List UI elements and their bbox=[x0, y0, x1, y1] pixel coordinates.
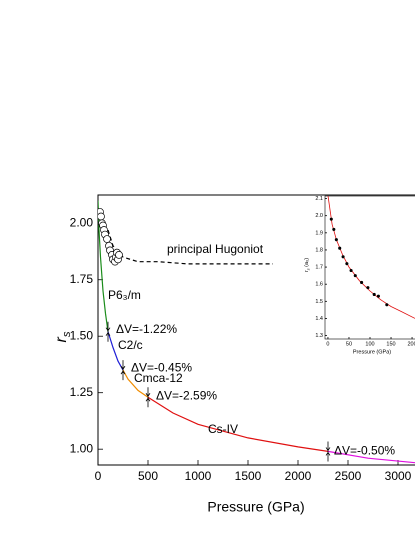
axes-frame bbox=[324, 195, 415, 340]
data-point bbox=[376, 294, 380, 298]
annotation: ΔV=-0.45% bbox=[131, 360, 192, 374]
transition-arrow bbox=[325, 441, 331, 462]
y-axis-label: rs (a₀) bbox=[304, 258, 310, 272]
y-label-unit: (a₀) bbox=[304, 258, 310, 269]
y-label-sub: s bbox=[61, 331, 73, 337]
data-point bbox=[349, 268, 353, 273]
y-tick-label: 1.75 bbox=[70, 272, 94, 286]
series-label: C2/c bbox=[118, 338, 143, 352]
x-axis-label: Pressure (GPa) bbox=[207, 499, 304, 515]
x-tick-label: 0 bbox=[326, 341, 329, 347]
y-label-sub: s bbox=[307, 268, 311, 270]
data-point bbox=[385, 303, 389, 307]
series-label: principal Hugoniot bbox=[167, 242, 264, 256]
y-tick-label: 1.7 bbox=[315, 265, 323, 271]
x-axis-label: Pressure (GPa) bbox=[353, 349, 391, 355]
series-label: Cs-IV bbox=[208, 422, 238, 436]
data-point bbox=[360, 280, 364, 285]
y-tick-label: 2.1 bbox=[315, 196, 323, 202]
data-point bbox=[334, 238, 338, 242]
x-tick-label: 2000 bbox=[285, 469, 312, 483]
y-tick-label: 1.25 bbox=[70, 385, 94, 399]
x-tick-label: 500 bbox=[138, 469, 158, 483]
series-line bbox=[147, 396, 329, 452]
y-tick-label: 1.9 bbox=[315, 230, 323, 236]
y-tick-label: 1.50 bbox=[70, 328, 94, 342]
x-tick-label: 50 bbox=[346, 341, 352, 347]
data-point bbox=[115, 251, 123, 259]
series-label: Cmca-12 bbox=[134, 371, 183, 385]
data-point bbox=[103, 235, 111, 243]
y-tick-label: 2.00 bbox=[70, 215, 94, 229]
x-tick-label: 3000 bbox=[385, 469, 412, 483]
data-point bbox=[366, 286, 370, 290]
series-line bbox=[107, 331, 124, 371]
data-point bbox=[332, 227, 336, 231]
x-tick-label: 100 bbox=[365, 341, 374, 347]
data-point bbox=[372, 292, 376, 297]
y-tick-label: 1.3 bbox=[315, 333, 323, 339]
transition-arrow bbox=[120, 360, 126, 381]
plot: 1.3 1.4 1.5 1.6 1.7 1.8 1.9 2.0 2.1 0 50 100 150 200 P… bbox=[304, 195, 415, 355]
series-line bbox=[122, 369, 149, 398]
y-tick-label: 1.4 bbox=[315, 316, 323, 322]
y-tick-label: 1.5 bbox=[315, 299, 323, 305]
annotation: ΔV=-2.59% bbox=[156, 388, 217, 402]
y-axis-label: rs bbox=[53, 331, 73, 342]
series-label: P6₃/m bbox=[108, 288, 141, 302]
annotation: ΔV=-1.22% bbox=[116, 322, 177, 336]
plot-area bbox=[327, 196, 415, 319]
y-label-main: r bbox=[304, 269, 310, 272]
data-point bbox=[338, 246, 342, 250]
x-tick-label: 1000 bbox=[185, 469, 212, 483]
data-point bbox=[329, 217, 333, 221]
data-point bbox=[98, 212, 105, 221]
y-tick-label: 2.0 bbox=[315, 213, 323, 219]
x-tick-label: 200 bbox=[407, 341, 415, 347]
x-tick-label: 2500 bbox=[335, 469, 362, 483]
inset-background bbox=[325, 196, 415, 339]
series-line bbox=[107, 229, 273, 265]
transition-arrow bbox=[145, 387, 151, 408]
series-line bbox=[327, 196, 415, 319]
plot: 1.001.251.501.752.000 500 1000 1500 2000 2500… bbox=[53, 194, 415, 515]
y-label-main: r bbox=[53, 336, 70, 342]
series-line bbox=[327, 450, 415, 464]
x-tick-label: 150 bbox=[386, 341, 395, 347]
y-tick-label: 1.8 bbox=[315, 247, 323, 253]
plot-area bbox=[98, 200, 415, 464]
data-point bbox=[341, 255, 345, 259]
axes-frame bbox=[97, 194, 415, 466]
y-tick-label: 1.6 bbox=[315, 282, 323, 288]
x-tick-label: 0 bbox=[95, 469, 102, 483]
data-point bbox=[353, 274, 357, 278]
y-tick-label: 1.00 bbox=[70, 441, 94, 455]
transition-arrow bbox=[105, 321, 111, 342]
data-point bbox=[345, 262, 349, 266]
annotation: ΔV=-0.50% bbox=[334, 444, 395, 458]
x-tick-label: 1500 bbox=[235, 469, 262, 483]
